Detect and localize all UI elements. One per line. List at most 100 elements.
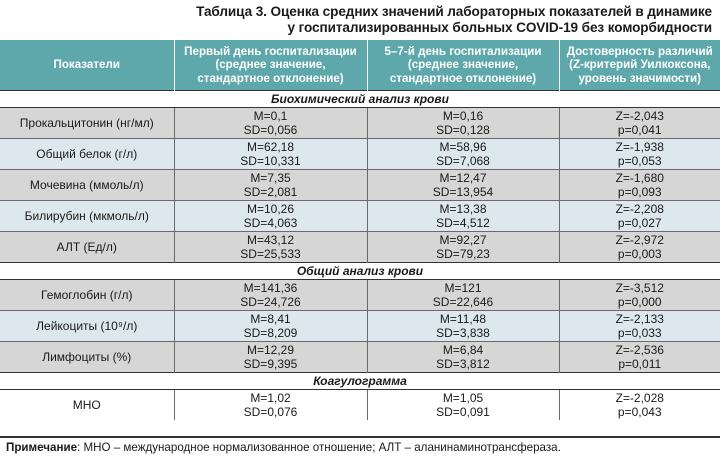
table-title-line-2: у госпитализированных больных COVID-19 б… — [287, 19, 712, 35]
significance-value-line-1: Z=-2,028 — [615, 391, 664, 405]
significance-value: Z=-1,938 p=0,053 — [558, 138, 720, 170]
first-day-value: M=43,12 SD=25,533 — [173, 231, 367, 263]
day-5-7-value: M=0,16 SD=0,128 — [366, 107, 559, 139]
day-5-7-value: M=58,96 SD=7,068 — [366, 138, 559, 170]
significance-value: Z=-2,028 p=0,043 — [558, 389, 720, 420]
day-5-7-value-line-1: M=1,05 — [442, 391, 484, 405]
first-day-value: M=8,41 SD=8,209 — [173, 310, 367, 342]
day-5-7-value: M=11,48 SD=3,838 — [366, 310, 559, 342]
table-title: Таблица 3. Оценка средних значений лабор… — [0, 0, 720, 35]
first-day-value-line-2: SD=8,209 — [243, 326, 298, 340]
day-5-7-value-line-1: M=121 — [444, 281, 482, 295]
table-row: АЛТ (Ед/л) M=43,12 SD=25,533 M=92,27 SD=79,2… — [0, 231, 720, 263]
significance-value-line-2: p=0,027 — [617, 216, 662, 230]
significance-value: Z=-2,208 p=0,027 — [558, 200, 720, 232]
section-header-row: Биохимический анализ крови — [0, 90, 720, 108]
first-day-value-line-2: SD=0,056 — [243, 123, 298, 137]
day-5-7-value-line-1: M=58,96 — [439, 140, 487, 154]
header-day-5-7: 5–7-й день госпитализации (среднее значе… — [366, 40, 559, 91]
day-5-7-value: M=92,27 SD=79,23 — [366, 231, 559, 263]
first-day-value-line-1: M=62,18 — [246, 140, 295, 154]
header-first-day: Первый день госпитализации (среднее знач… — [173, 40, 367, 91]
day-5-7-value: M=6,84 SD=3,812 — [366, 341, 559, 373]
significance-value: Z=-1,680 p=0,093 — [558, 169, 720, 201]
indicator-name: Лейкоциты (10⁹/л) — [0, 310, 174, 342]
day-5-7-value-line-2: SD=7,068 — [436, 154, 490, 168]
significance-value-line-1: Z=-2,972 — [615, 233, 664, 247]
first-day-value-line-1: M=1,02 — [250, 391, 291, 405]
table-footnote: Примечание: МНО – международное нормализ… — [0, 436, 720, 454]
significance-value-line-1: Z=-2,133 — [615, 312, 664, 326]
first-day-value-line-2: SD=9,395 — [243, 357, 298, 371]
first-day-value: M=141,36 SD=24,726 — [173, 279, 367, 311]
first-day-value: M=0,1 SD=0,056 — [173, 107, 367, 139]
significance-value-line-2: p=0,043 — [617, 405, 662, 419]
footnote-label: Примечание — [6, 441, 78, 454]
header-indicator: Показатели — [0, 40, 174, 91]
significance-value-line-1: Z=-1,938 — [615, 140, 664, 154]
table-row: Лейкоциты (10⁹/л) M=8,41 SD=8,209 M=11,48 SD… — [0, 310, 720, 342]
day-5-7-value-line-2: SD=13,954 — [432, 185, 494, 199]
day-5-7-value-line-2: SD=79,23 — [436, 247, 490, 261]
significance-value-line-2: p=0,003 — [617, 247, 662, 261]
significance-value-line-1: Z=-1,680 — [615, 171, 664, 185]
significance-value: Z=-2,043 p=0,041 — [558, 107, 720, 139]
indicator-name: Лимфоциты (%) — [0, 341, 174, 373]
indicator-name: АЛТ (Ед/л) — [0, 231, 174, 263]
significance-value-line-1: Z=-2,043 — [615, 109, 664, 123]
significance-value-line-2: p=0,053 — [617, 154, 662, 168]
first-day-value-line-2: SD=0,076 — [243, 405, 298, 419]
significance-value-line-1: Z=-2,536 — [615, 343, 664, 357]
table-header-row: Показатели Первый день госпитализации (с… — [0, 40, 720, 91]
section-title: Биохимический анализ крови — [0, 90, 720, 108]
first-day-value: M=62,18 SD=10,331 — [173, 138, 367, 170]
first-day-value-line-1: M=43,12 — [246, 233, 295, 247]
day-5-7-value: M=13,38 SD=4,512 — [366, 200, 559, 232]
significance-value: Z=-2,536 p=0,011 — [558, 341, 720, 373]
day-5-7-value: M=12,47 SD=13,954 — [366, 169, 559, 201]
indicator-name: Мочевина (ммоль/л) — [0, 169, 174, 201]
first-day-value: M=1,02 SD=0,076 — [173, 389, 367, 420]
day-5-7-value: M=121 SD=22,646 — [366, 279, 559, 311]
significance-value-line-2: p=0,033 — [617, 326, 662, 340]
significance-value-line-1: Z=-3,512 — [615, 281, 664, 295]
significance-value-line-2: p=0,041 — [617, 123, 662, 137]
first-day-value-line-1: M=8,41 — [250, 312, 291, 326]
first-day-value-line-2: SD=10,331 — [240, 154, 301, 168]
day-5-7-value-line-1: M=0,16 — [442, 109, 484, 123]
table-row: Гемоглобин (г/л) M=141,36 SD=24,726 M=121 SD… — [0, 279, 720, 311]
table-row: Лимфоциты (%) M=12,29 SD=9,395 M=6,84 SD=3,8… — [0, 341, 720, 373]
footnote-text: : МНО – международное нормализованное от… — [77, 441, 561, 454]
table-row: Общий белок (г/л) M=62,18 SD=10,331 M=58,96… — [0, 138, 720, 170]
header-significance: Достоверность различий (Z-критерий Уилко… — [558, 40, 720, 91]
table-body: Биохимический анализ крови Прокальцитонин… — [0, 90, 720, 420]
first-day-value-line-2: SD=2,081 — [243, 185, 298, 199]
first-day-value-line-1: M=0,1 — [253, 109, 288, 123]
table-title-line-1: Таблица 3. Оценка средних значений лабор… — [196, 4, 712, 19]
day-5-7-value-line-2: SD=4,512 — [436, 216, 490, 230]
indicator-name: Прокальцитонин (нг/мл) — [0, 107, 174, 139]
day-5-7-value-line-2: SD=3,812 — [436, 357, 490, 371]
significance-value: Z=-2,133 p=0,033 — [558, 310, 720, 342]
first-day-value: M=12,29 SD=9,395 — [173, 341, 367, 373]
significance-value-line-2: p=0,011 — [618, 357, 662, 371]
first-day-value-line-1: M=12,29 — [246, 343, 295, 357]
first-day-value-line-1: M=141,36 — [243, 281, 298, 295]
indicator-name: Гемоглобин (г/л) — [0, 279, 174, 311]
indicator-name: Общий белок (г/л) — [0, 138, 174, 170]
significance-value: Z=-2,972 p=0,003 — [558, 231, 720, 263]
first-day-value-line-2: SD=25,533 — [240, 247, 301, 261]
significance-value-line-1: Z=-2,208 — [615, 202, 664, 216]
day-5-7-value-line-1: M=6,84 — [442, 343, 484, 357]
table-row: Прокальцитонин (нг/мл) M=0,1 SD=0,056 M=0,1… — [0, 107, 720, 139]
day-5-7-value: M=1,05 SD=0,091 — [366, 389, 559, 420]
significance-value: Z=-3,512 p=0,000 — [558, 279, 720, 311]
day-5-7-value-line-2: SD=3,838 — [436, 326, 490, 340]
day-5-7-value-line-2: SD=0,091 — [436, 405, 490, 419]
indicator-name: МНО — [0, 389, 174, 420]
day-5-7-value-line-1: M=13,38 — [439, 202, 487, 216]
first-day-value-line-2: SD=24,726 — [240, 295, 301, 309]
lab-results-table: Показатели Первый день госпитализации (с… — [0, 40, 720, 420]
day-5-7-value-line-2: SD=0,128 — [436, 123, 490, 137]
